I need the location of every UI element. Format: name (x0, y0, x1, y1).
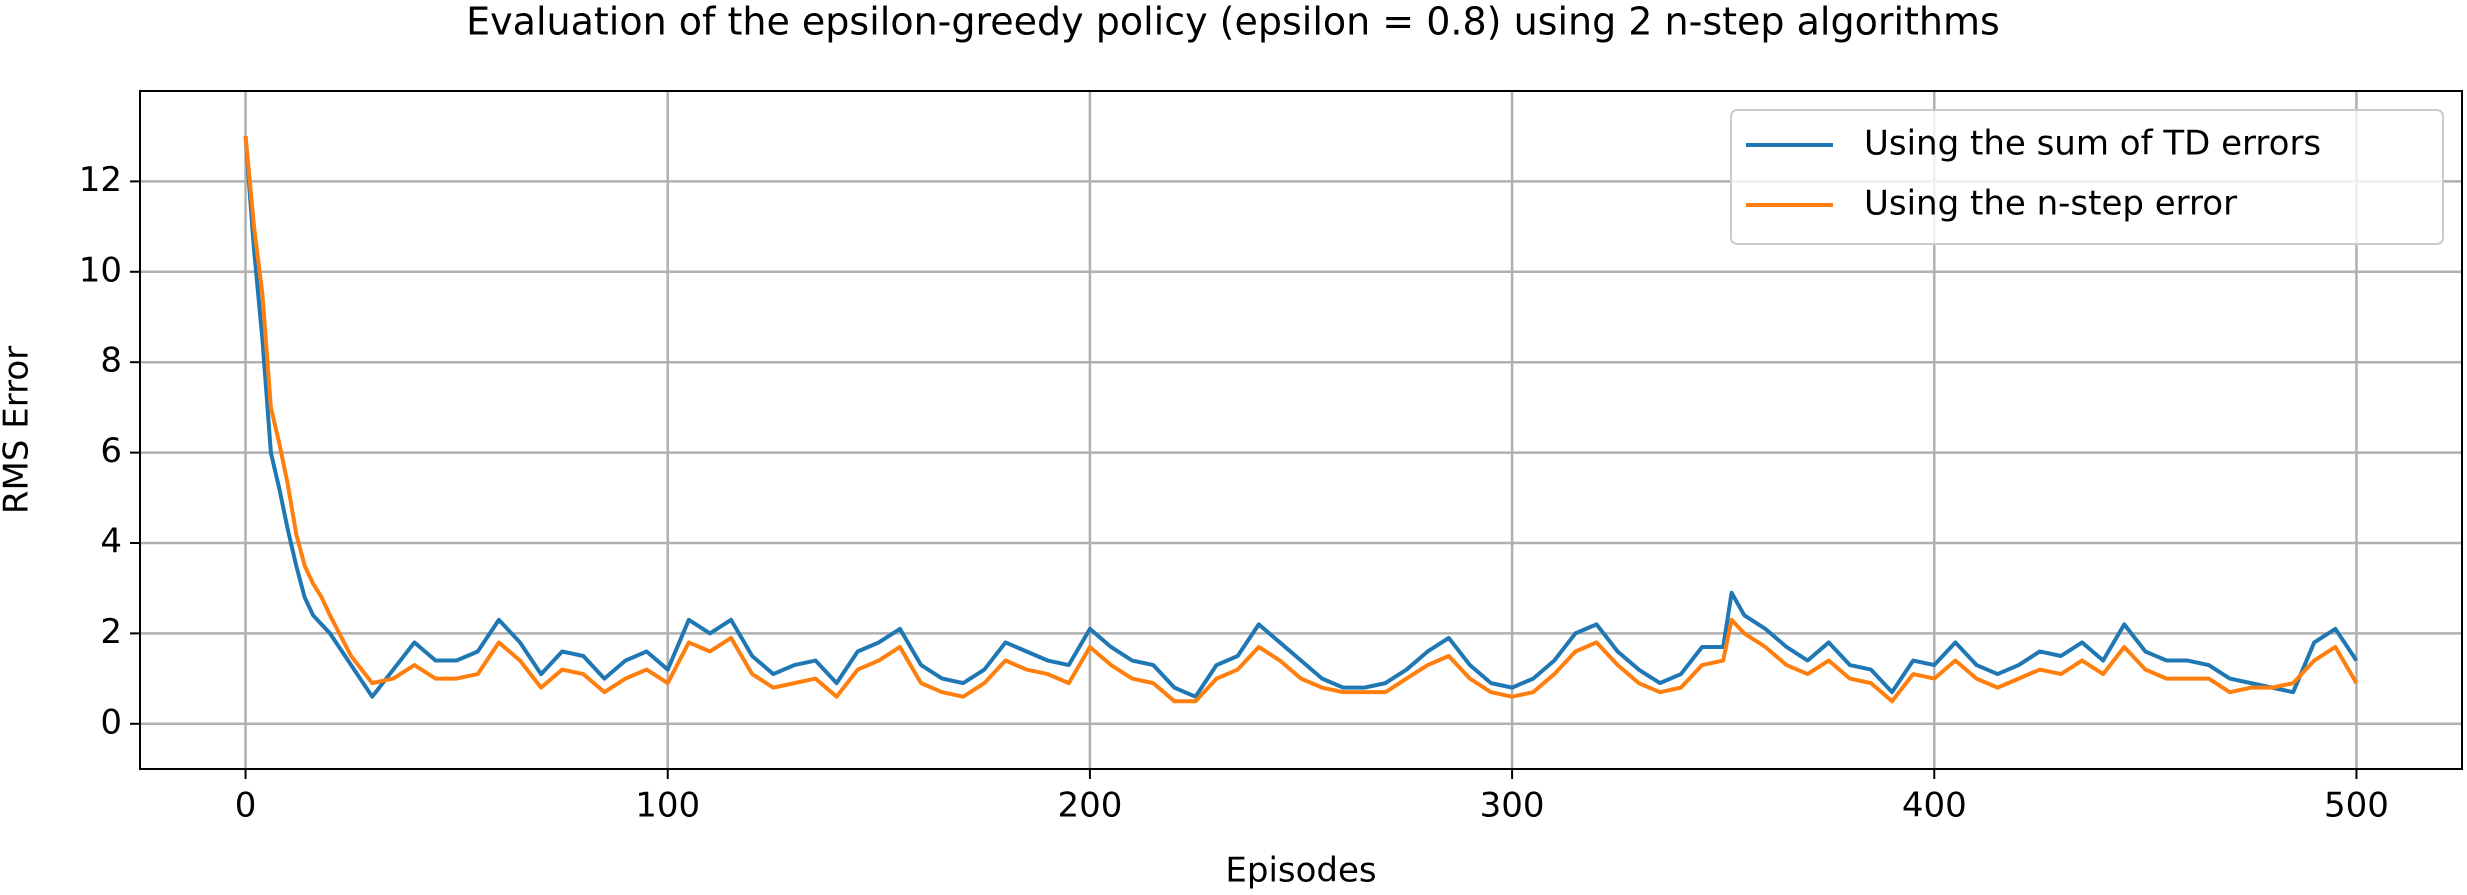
y-tick-label: 0 (100, 702, 122, 742)
y-tick-label: 4 (100, 522, 122, 562)
y-tick-label: 12 (79, 160, 122, 200)
line-series (243, 136, 2359, 699)
x-tick-label: 300 (1480, 786, 1545, 826)
plot-frame (139, 90, 2463, 770)
y-tick-label: 6 (100, 431, 122, 471)
y-axis-label: RMS Error (0, 346, 37, 514)
x-tick-label: 100 (635, 786, 700, 826)
legend-box (1730, 109, 2444, 245)
y-tick-label: 2 (100, 612, 122, 652)
line-series (243, 136, 2359, 704)
chart-title: Evaluation of the epsilon-greedy policy … (466, 0, 2000, 44)
x-axis-label: Episodes (1225, 851, 1376, 891)
x-tick-label: 500 (2324, 786, 2389, 826)
legend-label: Using the n-step error (1864, 184, 2237, 224)
x-tick-label: 200 (1057, 786, 1122, 826)
x-tick-label: 0 (235, 786, 257, 826)
legend-label: Using the sum of TD errors (1864, 124, 2321, 164)
y-tick-label: 10 (79, 250, 122, 290)
y-tick-label: 8 (100, 341, 122, 381)
x-tick-label: 400 (1902, 786, 1967, 826)
